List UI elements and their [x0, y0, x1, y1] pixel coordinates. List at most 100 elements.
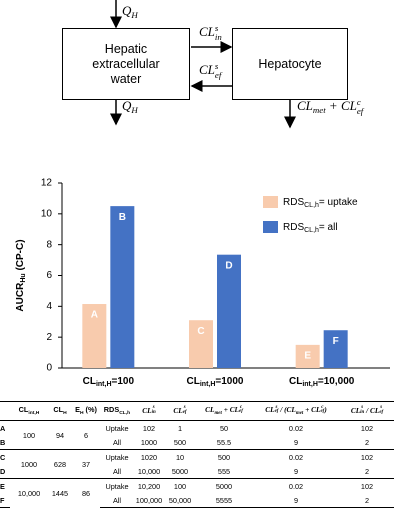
math-text: CL [53, 405, 64, 415]
math-text: = all [319, 222, 338, 233]
script-stack: H [131, 11, 137, 20]
script-stack: H [131, 106, 137, 115]
row-id: E [0, 478, 10, 493]
math-text: RDS [103, 405, 120, 415]
table-cell: 102 [340, 420, 394, 435]
table-cell: 2 [340, 464, 394, 479]
math-text: CL [187, 376, 200, 387]
math-text: (%) [83, 405, 97, 415]
table-cell: 500 [196, 449, 252, 464]
math-text: / ( [278, 405, 287, 415]
bar [295, 344, 320, 368]
math-text: =10,000 [318, 376, 355, 387]
superscript: c [356, 97, 361, 108]
bar-label: B [119, 212, 126, 223]
subscript: int,H [200, 381, 216, 388]
script-stack: s ef [183, 405, 187, 416]
subscript: H [79, 410, 84, 416]
subscript: met [295, 410, 304, 416]
table-cell: 100 [164, 478, 196, 493]
math-text: E [75, 405, 80, 415]
table-cell: 2 [340, 493, 394, 508]
table-cell: 55.5 [196, 435, 252, 450]
script-stack: s ef [215, 62, 221, 80]
script-stack: int,H [28, 411, 39, 417]
table-cell: 1 [164, 420, 196, 435]
header-cell: CL s in / CL s ef [340, 401, 394, 421]
superscript: s [214, 23, 219, 34]
subscript: ef [239, 409, 243, 415]
math-text: CL [350, 405, 361, 415]
math-text: RDS [283, 197, 304, 208]
subscript: CL,h [304, 202, 319, 209]
table-cell: 1445 [48, 478, 72, 508]
y-tick-label: 4 [46, 301, 52, 312]
math-text: CL [265, 405, 275, 415]
subscript: CL,h [119, 410, 131, 416]
subscript: met [214, 410, 222, 416]
script-stack: met [214, 410, 222, 417]
y-tick-label: 0 [46, 363, 52, 374]
table-cell: 0.02 [252, 420, 340, 435]
diagram: Hepatic extracellular water Hepatocyte Q… [0, 0, 394, 135]
y-axis-label: AUCRHu (CP-C) [15, 239, 28, 311]
table-cell: 1000 [10, 449, 48, 479]
script-stack: s ef [274, 404, 279, 416]
bar [110, 206, 135, 368]
bar-label: A [91, 310, 98, 321]
script-stack: s in [360, 405, 364, 416]
math-text: Q [122, 98, 132, 113]
x-tick-label: CLint,H=100 [83, 376, 135, 389]
header-row: CL int,H CL H E H (%) RDS CL,h CL s in CL s ef CL met +… [0, 401, 394, 421]
subscript: ef [274, 409, 279, 415]
superscript: s [152, 405, 155, 411]
math-text: (CP-C) [15, 239, 26, 273]
math-text: CL [83, 376, 96, 387]
superscript: s [275, 404, 278, 410]
math-text: CL [286, 405, 296, 415]
superscript: s [183, 405, 186, 411]
math-text: + [221, 405, 230, 415]
bar-label: D [225, 260, 232, 271]
math-text: CL [340, 98, 357, 113]
superscript: s [380, 405, 383, 411]
subscript: ef [214, 70, 222, 81]
table-row: A 100 94 6 Uptake 102 1 50 0.02 102 [0, 420, 394, 450]
table-cell: 500 [164, 435, 196, 450]
subscript: ef [379, 410, 384, 416]
table-cell: 1000 [134, 435, 164, 450]
bar-label: C [197, 326, 204, 337]
math-text: + [325, 98, 341, 113]
y-tick-label: 2 [46, 332, 52, 343]
math-text: CL [297, 98, 313, 113]
table-cell: 100 [10, 420, 48, 450]
header-cell: CL H [48, 401, 72, 421]
node-box: Hepatocyte [232, 28, 348, 100]
math-text: CL [229, 405, 240, 415]
subscript: int,H [302, 381, 318, 388]
script-stack: c ef [320, 405, 325, 416]
table-cell: All [100, 464, 134, 479]
subscript: int,H [96, 381, 112, 388]
y-tick-label: 12 [41, 178, 53, 189]
subscript: CL,h [304, 227, 319, 234]
bar-label: F [333, 336, 339, 347]
subscript: ef [320, 409, 325, 415]
row-id: B [0, 435, 10, 450]
math-text: + [303, 405, 312, 415]
table-cell: 94 [48, 420, 72, 450]
math-text: CL [289, 376, 302, 387]
bar-label: E [304, 351, 311, 362]
y-tick-label: 8 [46, 239, 52, 250]
table-cell: 2 [340, 435, 394, 450]
table-cell: 5000 [164, 464, 196, 479]
math-text: = uptake [319, 197, 358, 208]
header-cell: CL met + CL c ef [196, 401, 252, 421]
table-cell: 9 [252, 435, 340, 450]
row-id: C [0, 449, 10, 464]
x-tick-label: CLint,H=1000 [187, 376, 244, 389]
table-cell: 0.02 [252, 478, 340, 493]
